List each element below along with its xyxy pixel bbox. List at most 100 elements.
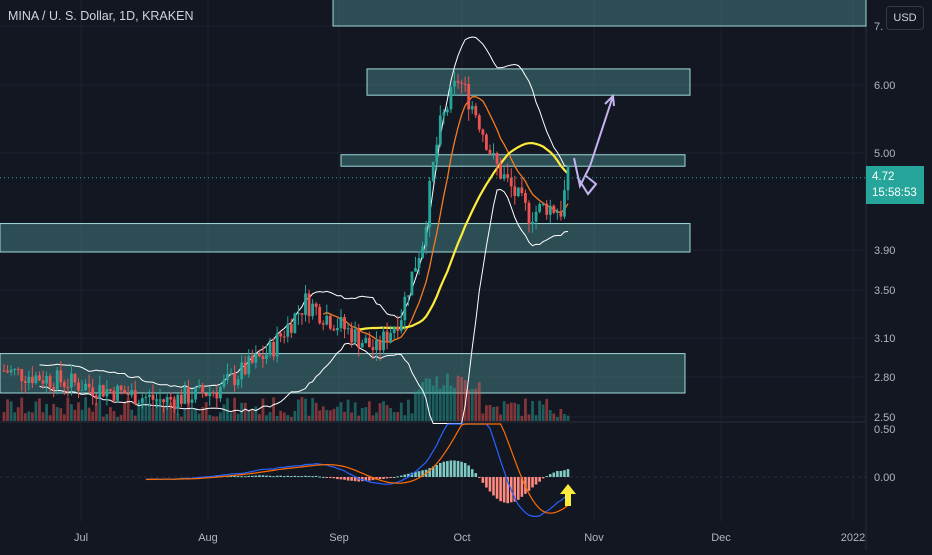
candle-body <box>336 327 339 331</box>
macd-pane <box>0 423 866 518</box>
candle-body <box>538 204 542 212</box>
volume-bar <box>435 376 439 421</box>
volume-bar <box>41 412 45 421</box>
macd-histogram-bar <box>304 475 307 477</box>
volume-bar <box>73 409 77 421</box>
candle-body <box>20 369 24 381</box>
time-axis-label: 2022 <box>841 532 865 544</box>
volume-bar <box>38 398 41 421</box>
volume-bar <box>250 409 254 421</box>
macd-histogram-bar <box>446 461 449 477</box>
candle-body <box>201 385 205 394</box>
volume-bar <box>467 389 471 421</box>
bollinger-bands <box>39 36 569 424</box>
volume-bar <box>66 397 70 421</box>
candle-body <box>222 379 226 387</box>
time-axis-label: Aug <box>198 532 218 544</box>
candle-body <box>485 134 488 150</box>
macd-histogram-bar <box>566 469 570 477</box>
volume-bar <box>382 401 385 421</box>
candle-body <box>126 393 130 396</box>
candle-body <box>357 329 361 348</box>
currency-button[interactable]: USD <box>886 6 924 30</box>
ema-line <box>322 96 569 343</box>
candle-body <box>343 316 346 330</box>
candle-body <box>275 333 279 357</box>
candle-body <box>2 370 6 372</box>
macd-histogram-bar <box>368 477 371 481</box>
volume-bar <box>538 400 542 421</box>
macd-histogram-bar <box>403 474 407 477</box>
volume-bar <box>268 412 272 421</box>
candle-body <box>375 340 378 351</box>
volume-bar <box>229 412 233 421</box>
candle-body <box>162 399 166 403</box>
volume-bar <box>169 402 173 421</box>
macd-histogram-bar <box>435 465 439 477</box>
macd-histogram-bar <box>286 475 290 477</box>
price-axis-label: 3.90 <box>874 245 895 257</box>
macd-histogram-bar <box>311 476 314 478</box>
candle-body <box>215 393 219 399</box>
candle-body <box>339 316 343 328</box>
volume-bar <box>474 388 478 421</box>
macd-histogram-bar <box>396 476 400 478</box>
candle-body <box>477 115 481 130</box>
candle-body <box>346 328 350 330</box>
candle-body <box>414 267 417 272</box>
macd-histogram-bar <box>520 477 524 497</box>
candle-body <box>442 112 446 116</box>
volume-bar <box>449 385 453 421</box>
price-axis-label: 2.50 <box>874 412 895 424</box>
volume-bar <box>23 413 27 421</box>
candle-body <box>307 293 311 317</box>
volume-bar <box>272 397 275 421</box>
macd-histogram-bar <box>392 476 396 478</box>
candle-body <box>506 174 510 178</box>
candle-body <box>516 187 520 197</box>
volume-bar <box>254 406 258 421</box>
volume-bar <box>520 415 524 421</box>
macd-histogram-bar <box>307 475 311 477</box>
volume-bar <box>94 403 98 421</box>
candle-body <box>321 323 325 325</box>
volume-bar <box>367 401 371 421</box>
candles[interactable] <box>2 71 570 416</box>
volume-bar <box>406 399 410 421</box>
candle-body <box>77 382 80 391</box>
macd-histogram-bar <box>247 475 251 477</box>
candle-body <box>428 180 432 228</box>
macd-histogram-bar <box>339 477 343 480</box>
volume-bar <box>357 415 361 421</box>
volume-bar <box>403 415 407 421</box>
macd-histogram-bar <box>272 476 275 478</box>
candle-body <box>250 356 254 363</box>
volume-bar <box>137 404 141 421</box>
volume-bar <box>492 406 495 421</box>
axes: 7. 6.00 5.00 3.90 3.50 3.10 2.80 2.500.50 0.00 Ju… <box>74 21 895 544</box>
candle-body <box>378 340 382 351</box>
volume-bar <box>91 411 95 421</box>
candle-body <box>148 394 151 397</box>
macd-histogram-bar <box>485 477 488 488</box>
price-axis-label: 5.00 <box>874 148 895 160</box>
macd-histogram-bar <box>243 476 247 478</box>
volume-bar <box>183 409 187 421</box>
volume-bar <box>16 407 20 421</box>
macd-histogram-bar <box>360 477 364 482</box>
candle-body <box>445 109 449 113</box>
candle-body <box>247 356 251 375</box>
macd-histogram-bar <box>538 477 541 482</box>
candle-body <box>534 211 538 222</box>
volume-bar <box>431 385 435 421</box>
volume-bar <box>30 412 34 421</box>
candle-body <box>272 341 275 357</box>
candle-body <box>406 295 410 297</box>
macd-histogram-bar <box>481 477 485 483</box>
volume-bar <box>343 411 346 421</box>
macd-histogram-bar <box>236 476 240 478</box>
price-axis-label: 3.10 <box>874 333 895 345</box>
candle-body <box>55 370 59 390</box>
